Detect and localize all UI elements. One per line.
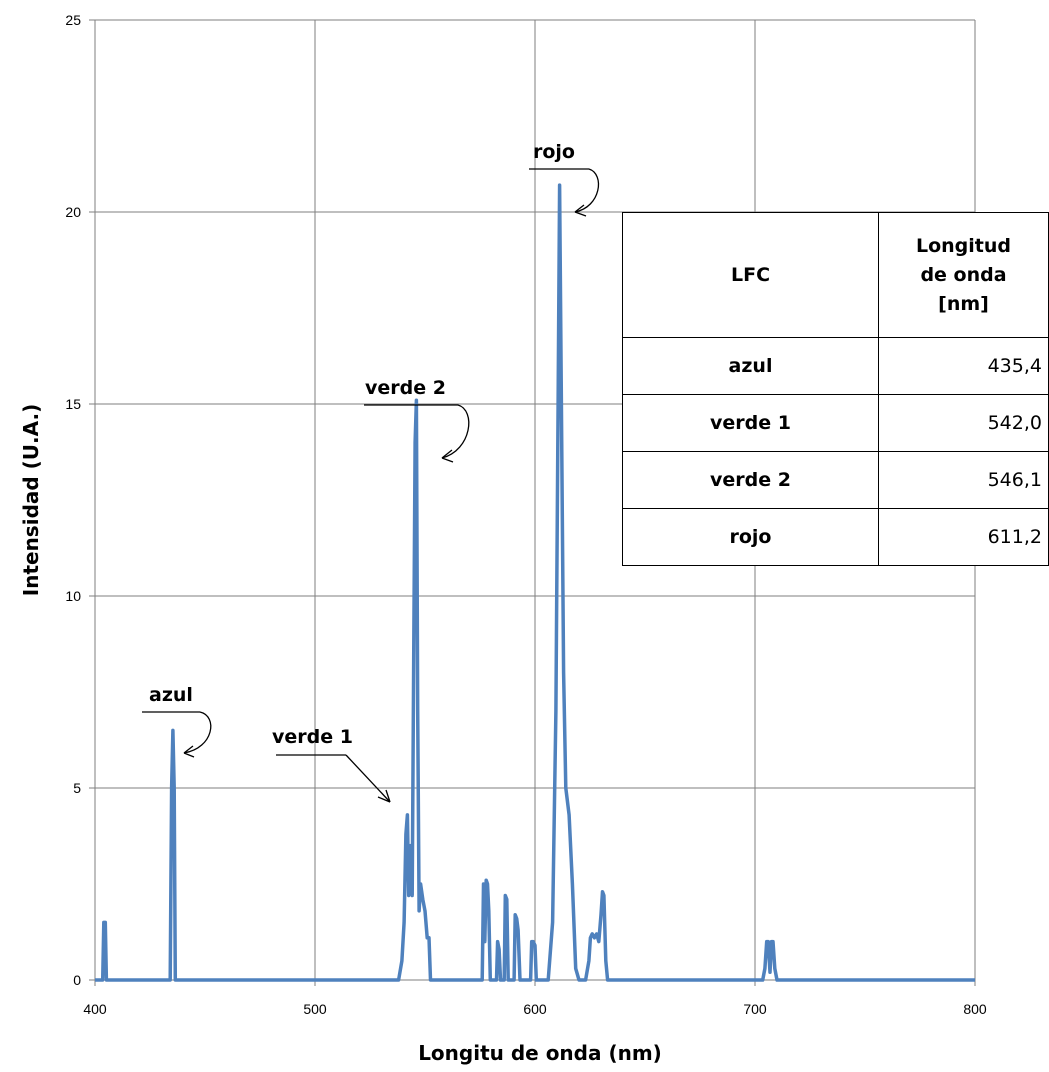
- callout-azul: [142, 711, 212, 758]
- row-value: 546,1: [878, 451, 1049, 509]
- spectrum-line: [95, 183, 975, 982]
- y-axis-title: Intensidad (U.A.): [19, 404, 43, 596]
- annotation-rojo: rojo: [533, 141, 575, 163]
- annotation-azul: azul: [149, 684, 193, 706]
- grid-lines: [95, 19, 976, 980]
- callout-verde-2: [364, 404, 470, 463]
- row-name: verde 1: [622, 394, 879, 452]
- x-tick-label: 800: [963, 1001, 987, 1017]
- y-tick-label: 20: [65, 204, 81, 220]
- x-tick-label: 700: [743, 1001, 767, 1017]
- table-row: verde 2 546,1: [622, 451, 1049, 509]
- row-value: 611,2: [878, 508, 1049, 566]
- x-tick-label: 400: [83, 1001, 107, 1017]
- axis-ticks: 400 500 600 700 800 0 5 10 15 20 25: [65, 12, 986, 1017]
- row-name: rojo: [622, 508, 879, 566]
- header-lfc: LFC: [622, 212, 879, 338]
- row-value: 542,0: [878, 394, 1049, 452]
- lfc-wavelength-table: LFC Longitud de onda [nm] azul 435,4 ver…: [622, 212, 1049, 566]
- y-tick-label: 5: [73, 780, 81, 796]
- header-wavelength-line-1: Longitud: [915, 234, 1011, 257]
- callout-verde-1: [276, 754, 391, 803]
- x-axis-title: Longitu de onda (nm): [418, 1041, 662, 1065]
- row-name: azul: [622, 337, 879, 395]
- table-row: verde 1 542,0: [622, 394, 1049, 452]
- y-tick-label: 0: [73, 972, 81, 988]
- callout-rojo: [529, 168, 599, 217]
- table-row: rojo 611,2: [622, 508, 1049, 566]
- annotation-verde-2: verde 2: [365, 377, 446, 399]
- x-tick-label: 500: [303, 1001, 327, 1017]
- y-tick-label: 15: [65, 396, 81, 412]
- y-tick-label: 25: [65, 12, 81, 28]
- annotation-verde-1: verde 1: [272, 726, 353, 748]
- header-wavelength: Longitud de onda [nm]: [878, 212, 1049, 338]
- table-row: azul 435,4: [622, 337, 1049, 395]
- row-name: verde 2: [622, 451, 879, 509]
- x-tick-label: 600: [523, 1001, 547, 1017]
- row-value: 435,4: [878, 337, 1049, 395]
- header-wavelength-line-2: de onda: [920, 263, 1007, 286]
- header-wavelength-line-3: [nm]: [938, 292, 989, 315]
- y-tick-label: 10: [65, 588, 81, 604]
- table-header-row: LFC Longitud de onda [nm]: [622, 212, 1049, 338]
